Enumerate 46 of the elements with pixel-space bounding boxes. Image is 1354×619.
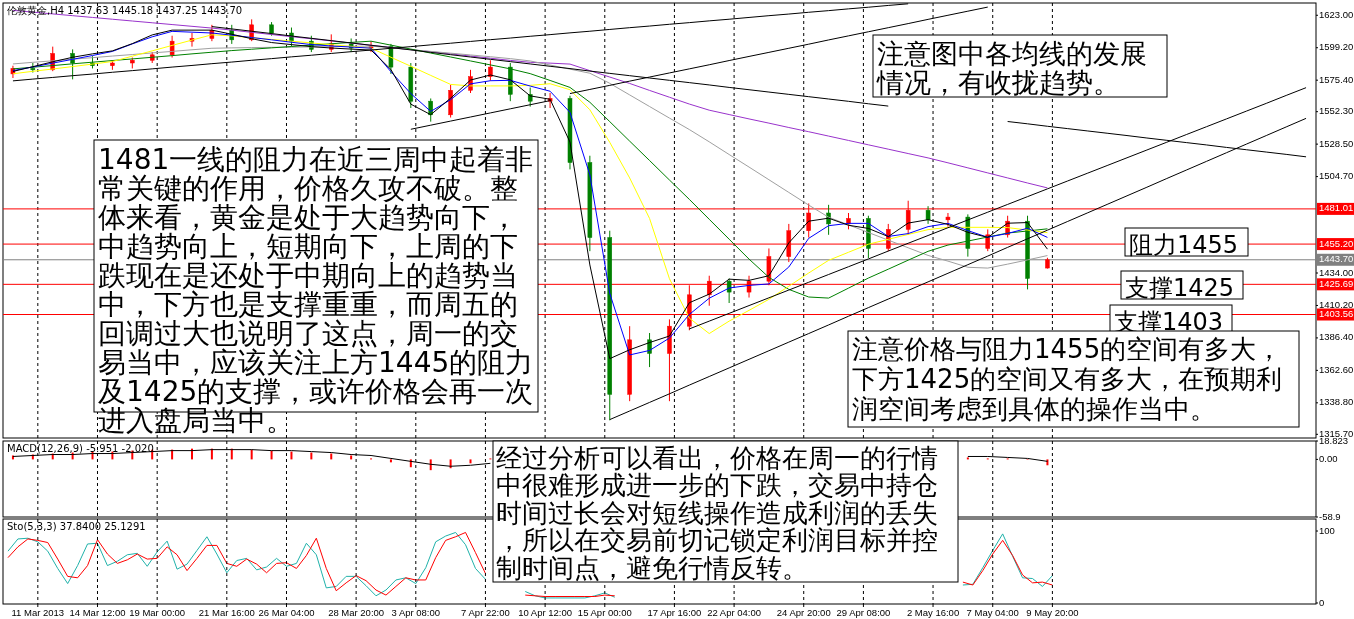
x-tick-label: 7 May 04:00	[966, 606, 1019, 618]
x-tick-label: 15 Apr 00:00	[577, 606, 632, 618]
y-tick-label: 1386.40	[1319, 331, 1354, 343]
annotation: 注意图中各均线的发展情况，有收拢趋势。	[876, 37, 1147, 98]
y-tick-label: 1623.00	[1319, 8, 1354, 20]
y-tick-label: 1434.00	[1319, 266, 1354, 278]
ref-line-label: 1443.70	[1319, 253, 1354, 265]
x-tick-label: 28 Mar 20:00	[328, 606, 385, 618]
x-tick-label: 2 May 16:00	[906, 606, 960, 618]
ref-line-label: 1425.69	[1319, 277, 1354, 289]
y-tick-label: 100	[1319, 524, 1335, 536]
ref-line-label: 1481.01	[1319, 202, 1354, 214]
chart-title: Sto(5,3,3) 37.8400 25.1291	[7, 521, 146, 532]
x-tick-label: 26 Mar 04:00	[258, 606, 315, 618]
x-tick-label: 29 Apr 08:00	[836, 606, 891, 618]
ref-line-label: 1403.56	[1319, 308, 1354, 320]
annotation: 注意价格与阻力1455的空间有多大，下方1425的空间又有多大，在预期利润空间考虑到具体的操作当中。	[852, 333, 1283, 424]
annotation: 阻力1455	[1129, 231, 1239, 260]
y-tick-label: 1315.70	[1319, 427, 1354, 439]
y-tick-label: 0.00	[1319, 452, 1338, 464]
x-tick-label: 11 Mar 2013	[11, 606, 65, 618]
y-tick-label: 1504.70	[1319, 170, 1354, 182]
x-tick-label: 9 May 20:00	[1026, 606, 1079, 618]
text: 1481一线的阻力在近三周中起着非常关键的作用，价格久攻不破。整体来看，黄金是处于大趋势向下，中趋势向上，短期向下，上周的下跌现在是还处于中期向上的趋势当中，下方也是支撑重重，而周五的回调过大也说明了这点，周一的交易当中，应该关注上方1445的阻力及1425的支撑，或许价格会再一次进入盘局当中。	[98, 142, 534, 437]
y-tick-label: 1362.60	[1319, 363, 1354, 375]
x-tick-label: 24 Apr 20:00	[776, 606, 831, 618]
y-tick-label: 0	[1319, 596, 1325, 608]
y-tick-label: 1599.20	[1319, 41, 1354, 53]
x-tick-label: 22 Apr 04:00	[707, 606, 762, 618]
y-tick-label: 1338.80	[1319, 396, 1354, 408]
x-tick-label: 7 Apr 22:00	[461, 606, 510, 618]
x-tick-label: 17 Apr 16:00	[647, 606, 702, 618]
y-tick-label: 1528.50	[1319, 137, 1354, 149]
y-tick-label: -58.9	[1319, 510, 1341, 522]
x-tick-label: 10 Apr 12:00	[518, 606, 573, 618]
y-tick-label: 1575.40	[1319, 73, 1354, 85]
ref-line-label: 1455.20	[1319, 237, 1354, 249]
y-tick-label: 1410.20	[1319, 298, 1354, 310]
annotation: 经过分析可以看出，价格在周一的行情中很难形成进一步的下跌，交易中持仓时间过长会对短线操作造成利润的丢失，所以在交易前切记锁定利润目标并控制时间点，避免行情反转。	[496, 442, 938, 583]
x-tick-label: 19 Mar 00:00	[129, 606, 186, 618]
chart-title: MACD(12,26,9) -5.951 -2.020	[7, 443, 154, 454]
x-tick-label: 3 Apr 08:00	[391, 606, 441, 618]
annotation: 支撑1425	[1125, 274, 1235, 303]
y-tick-label: 1552.30	[1319, 105, 1354, 117]
x-tick-label: 21 Mar 16:00	[198, 606, 255, 618]
x-tick-label: 14 Mar 12:00	[69, 606, 126, 618]
